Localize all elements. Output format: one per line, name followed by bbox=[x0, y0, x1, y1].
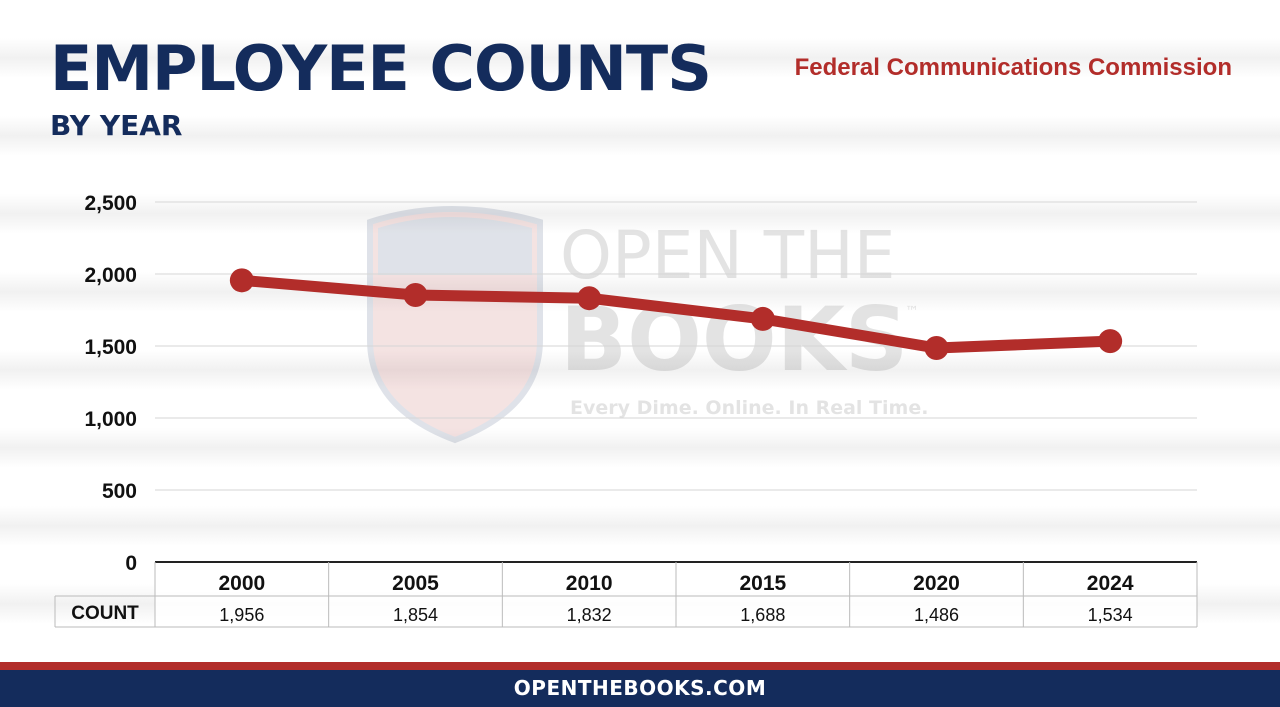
data-table: COUNT 2000 1,956 2005 1,854 2010 1,832 2015 1,68… bbox=[54, 561, 1198, 628]
x-tick-label: 2000 bbox=[218, 572, 265, 595]
x-tick-label: 2005 bbox=[392, 572, 439, 595]
watermark-line1: OPEN THE bbox=[560, 217, 895, 294]
chart-subtitle: BY YEAR bbox=[50, 109, 183, 142]
data-point bbox=[1098, 329, 1123, 354]
data-point bbox=[750, 306, 775, 331]
data-label: 1,854 bbox=[393, 605, 438, 625]
watermark: OPEN THE BOOKS ™ Every Dime. Online. In … bbox=[367, 206, 928, 444]
data-label: 1,486 bbox=[914, 605, 959, 625]
data-point bbox=[577, 286, 602, 311]
data-point bbox=[924, 336, 949, 361]
series-line-path bbox=[236, 274, 1116, 354]
x-tick-label: 2020 bbox=[913, 572, 960, 595]
data-label: 1,534 bbox=[1088, 605, 1133, 625]
y-tick-label: 0 bbox=[125, 552, 137, 575]
watermark-tm: ™ bbox=[905, 304, 919, 320]
x-tick-label: 2024 bbox=[1087, 572, 1134, 595]
table-row-label: COUNT bbox=[71, 603, 139, 624]
y-tick-label: 1,000 bbox=[84, 408, 137, 431]
y-tick-label: 2,500 bbox=[84, 192, 137, 215]
data-label: 1,832 bbox=[567, 605, 612, 625]
x-tick-label: 2010 bbox=[566, 572, 613, 595]
watermark-shield-stars bbox=[378, 217, 532, 275]
series-line bbox=[229, 268, 1123, 361]
y-tick-label: 500 bbox=[102, 480, 137, 503]
data-label: 1,956 bbox=[219, 605, 264, 625]
line-chart: OPEN THE BOOKS ™ Every Dime. Online. In … bbox=[54, 192, 1198, 628]
footer-url: OPENTHEBOOKS.COM bbox=[0, 670, 1280, 707]
y-axis-labels: 0 500 1,000 1,500 2,000 2,500 bbox=[84, 192, 137, 575]
data-point bbox=[229, 268, 254, 293]
watermark-shield-icon bbox=[367, 206, 543, 444]
y-tick-label: 2,000 bbox=[84, 264, 137, 287]
chart-title: EMPLOYEE COUNTS bbox=[50, 32, 712, 105]
footer-accent-bar bbox=[0, 662, 1280, 670]
data-point bbox=[403, 283, 428, 308]
agency-name: Federal Communications Commission bbox=[794, 54, 1232, 81]
x-tick-label: 2015 bbox=[739, 572, 786, 595]
y-tick-label: 1,500 bbox=[84, 336, 137, 359]
data-label: 1,688 bbox=[740, 605, 785, 625]
watermark-tagline: Every Dime. Online. In Real Time. bbox=[570, 397, 928, 419]
